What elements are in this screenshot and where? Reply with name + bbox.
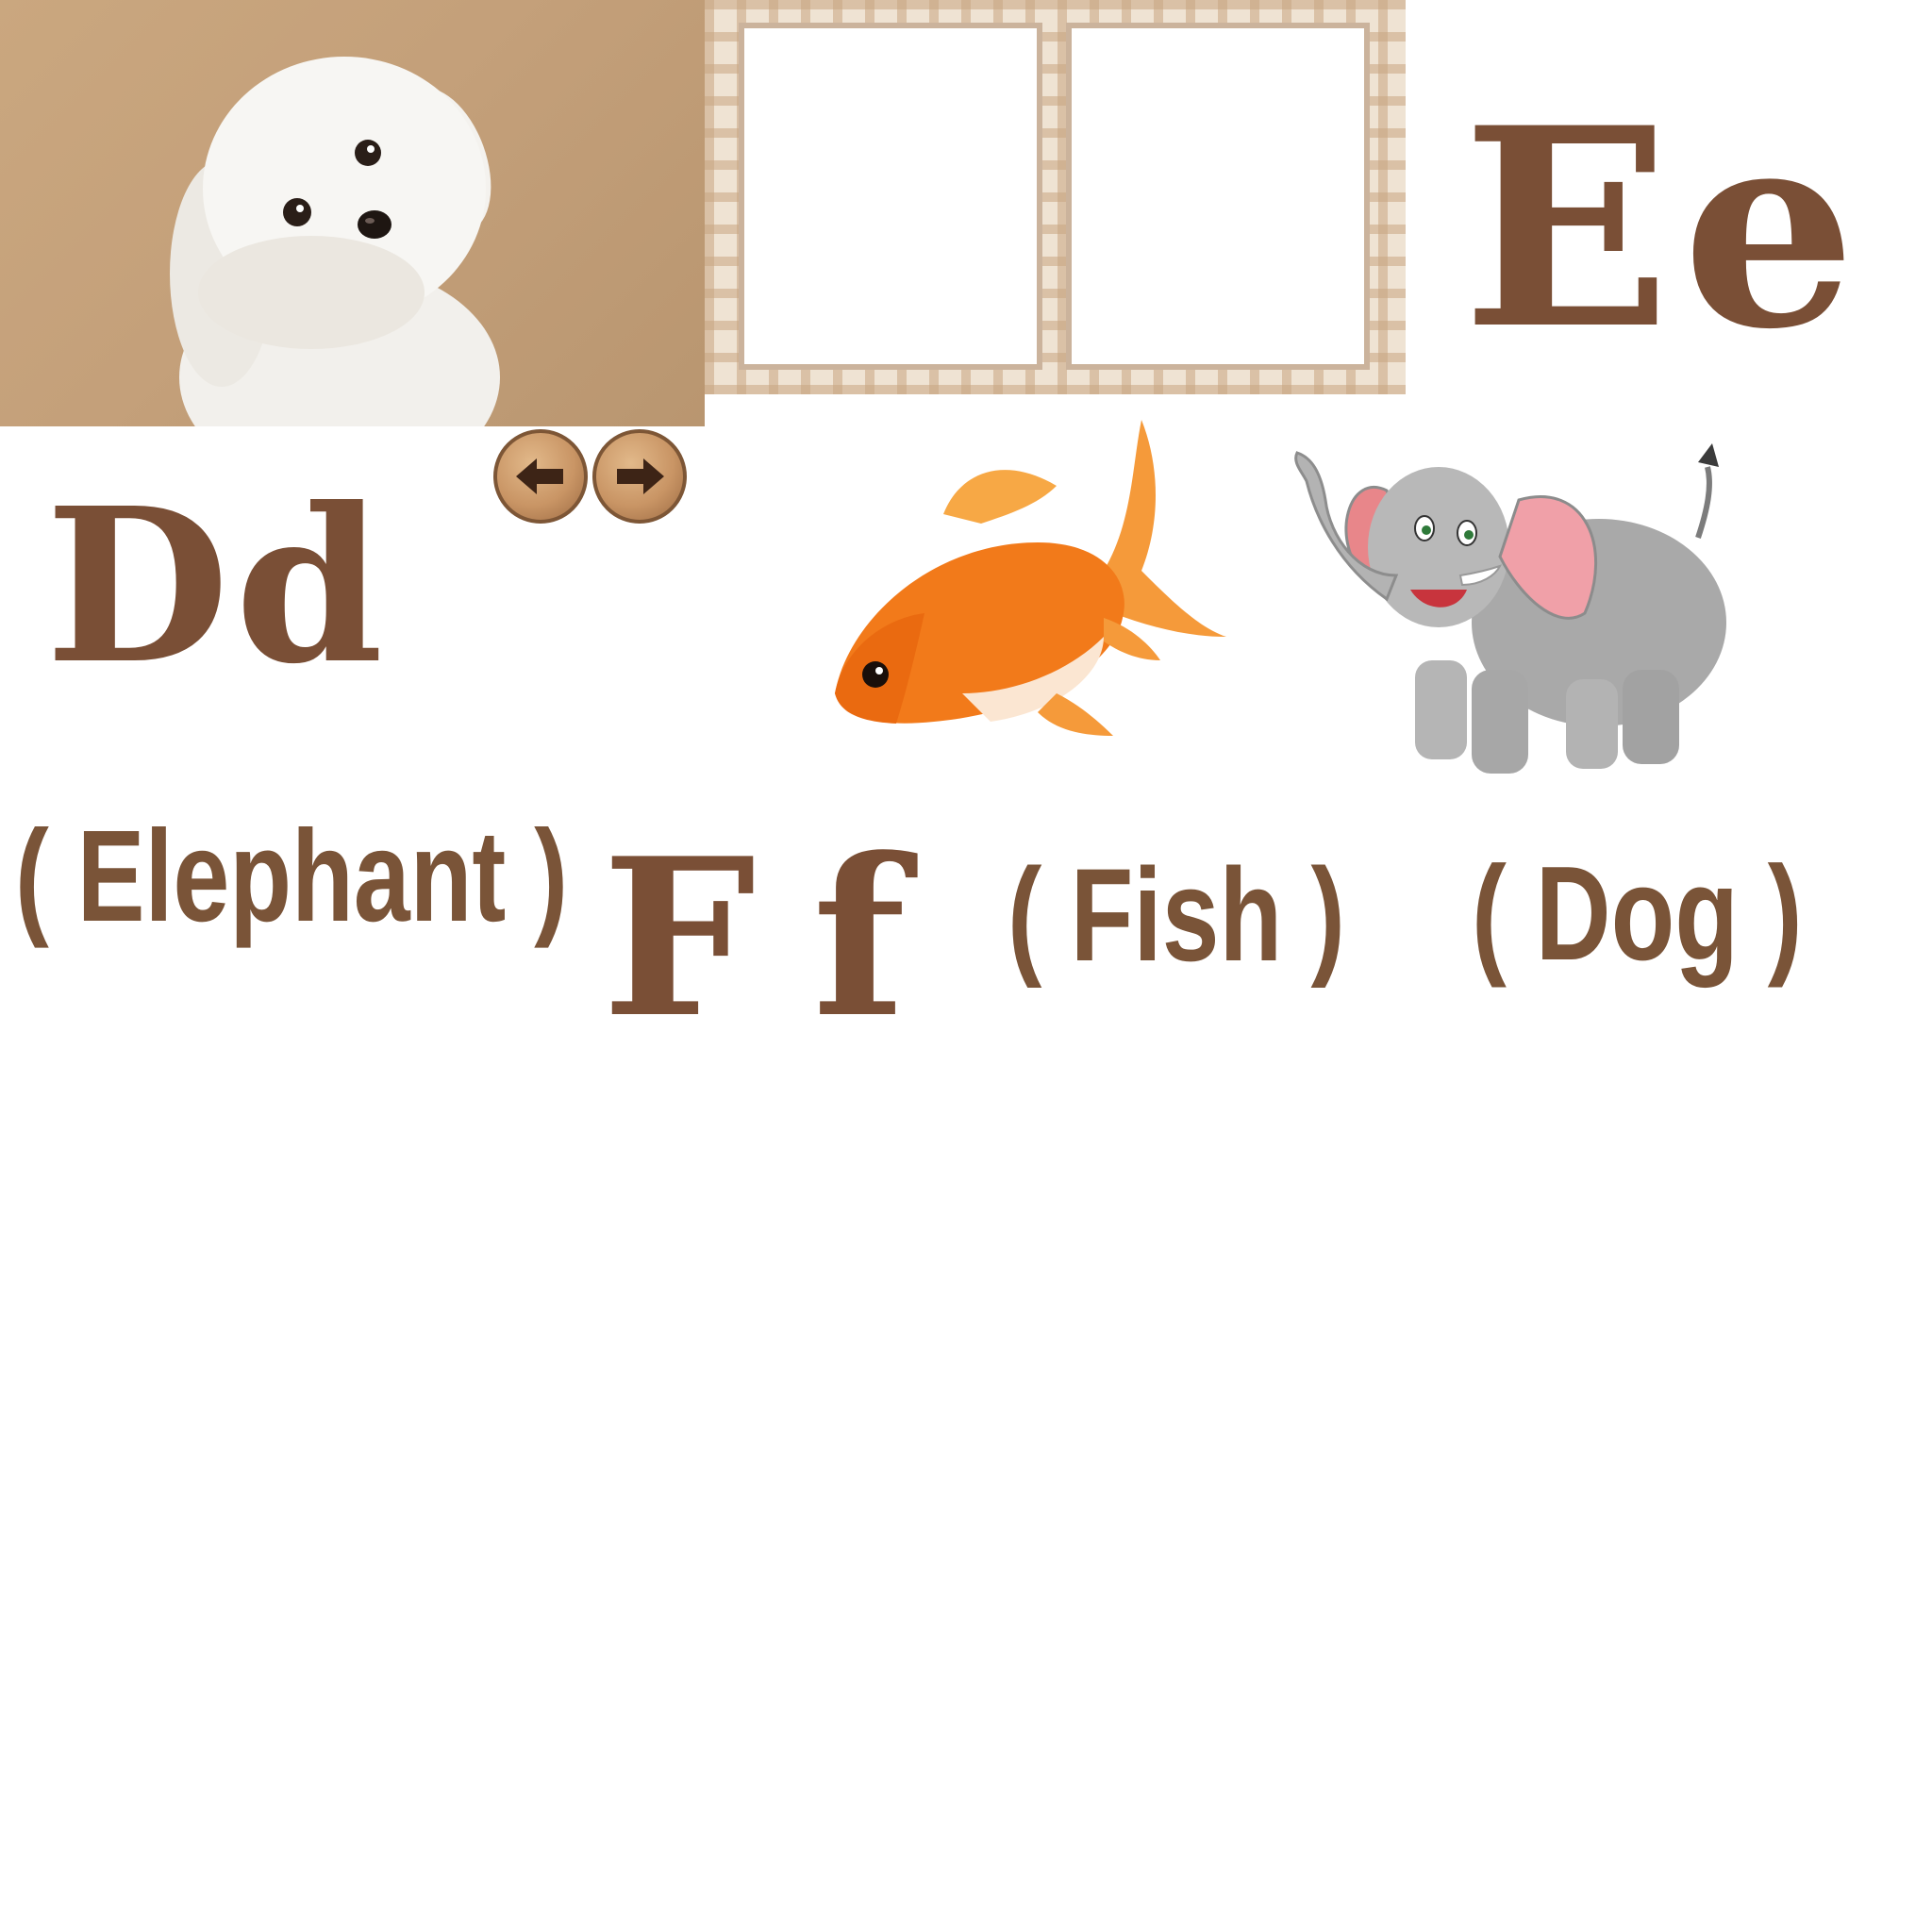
next-button[interactable] [592, 429, 687, 524]
answer-board [705, 0, 1406, 394]
dog-illustration [170, 57, 500, 426]
goldfish-illustration [835, 420, 1226, 736]
letter-d[interactable]: Dd [45, 462, 390, 711]
word-dog[interactable]: ( Dog ) [1472, 839, 1803, 989]
word-elephant[interactable]: ( Elephant ) [15, 804, 569, 949]
arrow-left-icon [516, 458, 563, 494]
answer-card-right[interactable] [1066, 23, 1370, 370]
letter-e[interactable]: Ee [1462, 69, 1868, 390]
word-fish[interactable]: ( Fish ) [1008, 841, 1345, 989]
previous-button[interactable] [493, 429, 588, 524]
answer-card-left[interactable] [739, 23, 1042, 370]
dog-picture[interactable] [0, 0, 705, 426]
letter-f[interactable]: Ff [602, 811, 963, 1066]
fish-picture[interactable] [821, 410, 1226, 741]
elephant-illustration [1294, 443, 1726, 774]
elephant-picture[interactable] [1283, 434, 1736, 792]
arrow-right-icon [617, 458, 664, 494]
